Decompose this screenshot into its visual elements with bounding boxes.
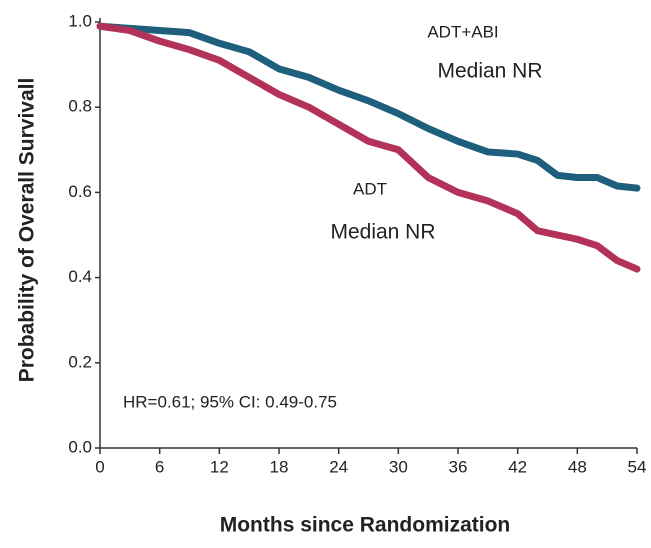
y-tick-label: 0.0	[68, 437, 92, 456]
annotation: ADT+ABI	[427, 22, 498, 41]
y-axis-label: Probability of Overall Survivall	[16, 78, 39, 383]
survival-line	[96, 22, 641, 273]
x-tick-label: 0	[95, 457, 104, 476]
x-tick-label: 18	[270, 457, 289, 476]
x-tick-label: 54	[628, 457, 647, 476]
x-tick-label: 6	[155, 457, 164, 476]
annotation: HR=0.61; 95% CI: 0.49-0.75	[123, 392, 337, 411]
x-tick-label: 30	[389, 457, 408, 476]
survival-line	[96, 22, 641, 192]
y-tick-label: 0.4	[68, 267, 92, 286]
x-tick-label: 24	[329, 457, 348, 476]
x-axis-label: Months since Randomization	[220, 514, 511, 537]
annotation: Median NR	[437, 60, 542, 83]
y-tick-label: 0.6	[68, 182, 92, 201]
annotation: ADT	[353, 179, 387, 198]
x-tick-label: 36	[449, 457, 468, 476]
y-tick-label: 0.2	[68, 352, 92, 371]
x-tick-label: 42	[508, 457, 527, 476]
x-tick-label: 12	[210, 457, 229, 476]
x-tick-label: 48	[568, 457, 587, 476]
y-tick-label: 1.0	[68, 11, 92, 30]
annotation: Median NR	[330, 221, 435, 244]
y-tick-label: 0.8	[68, 97, 92, 116]
